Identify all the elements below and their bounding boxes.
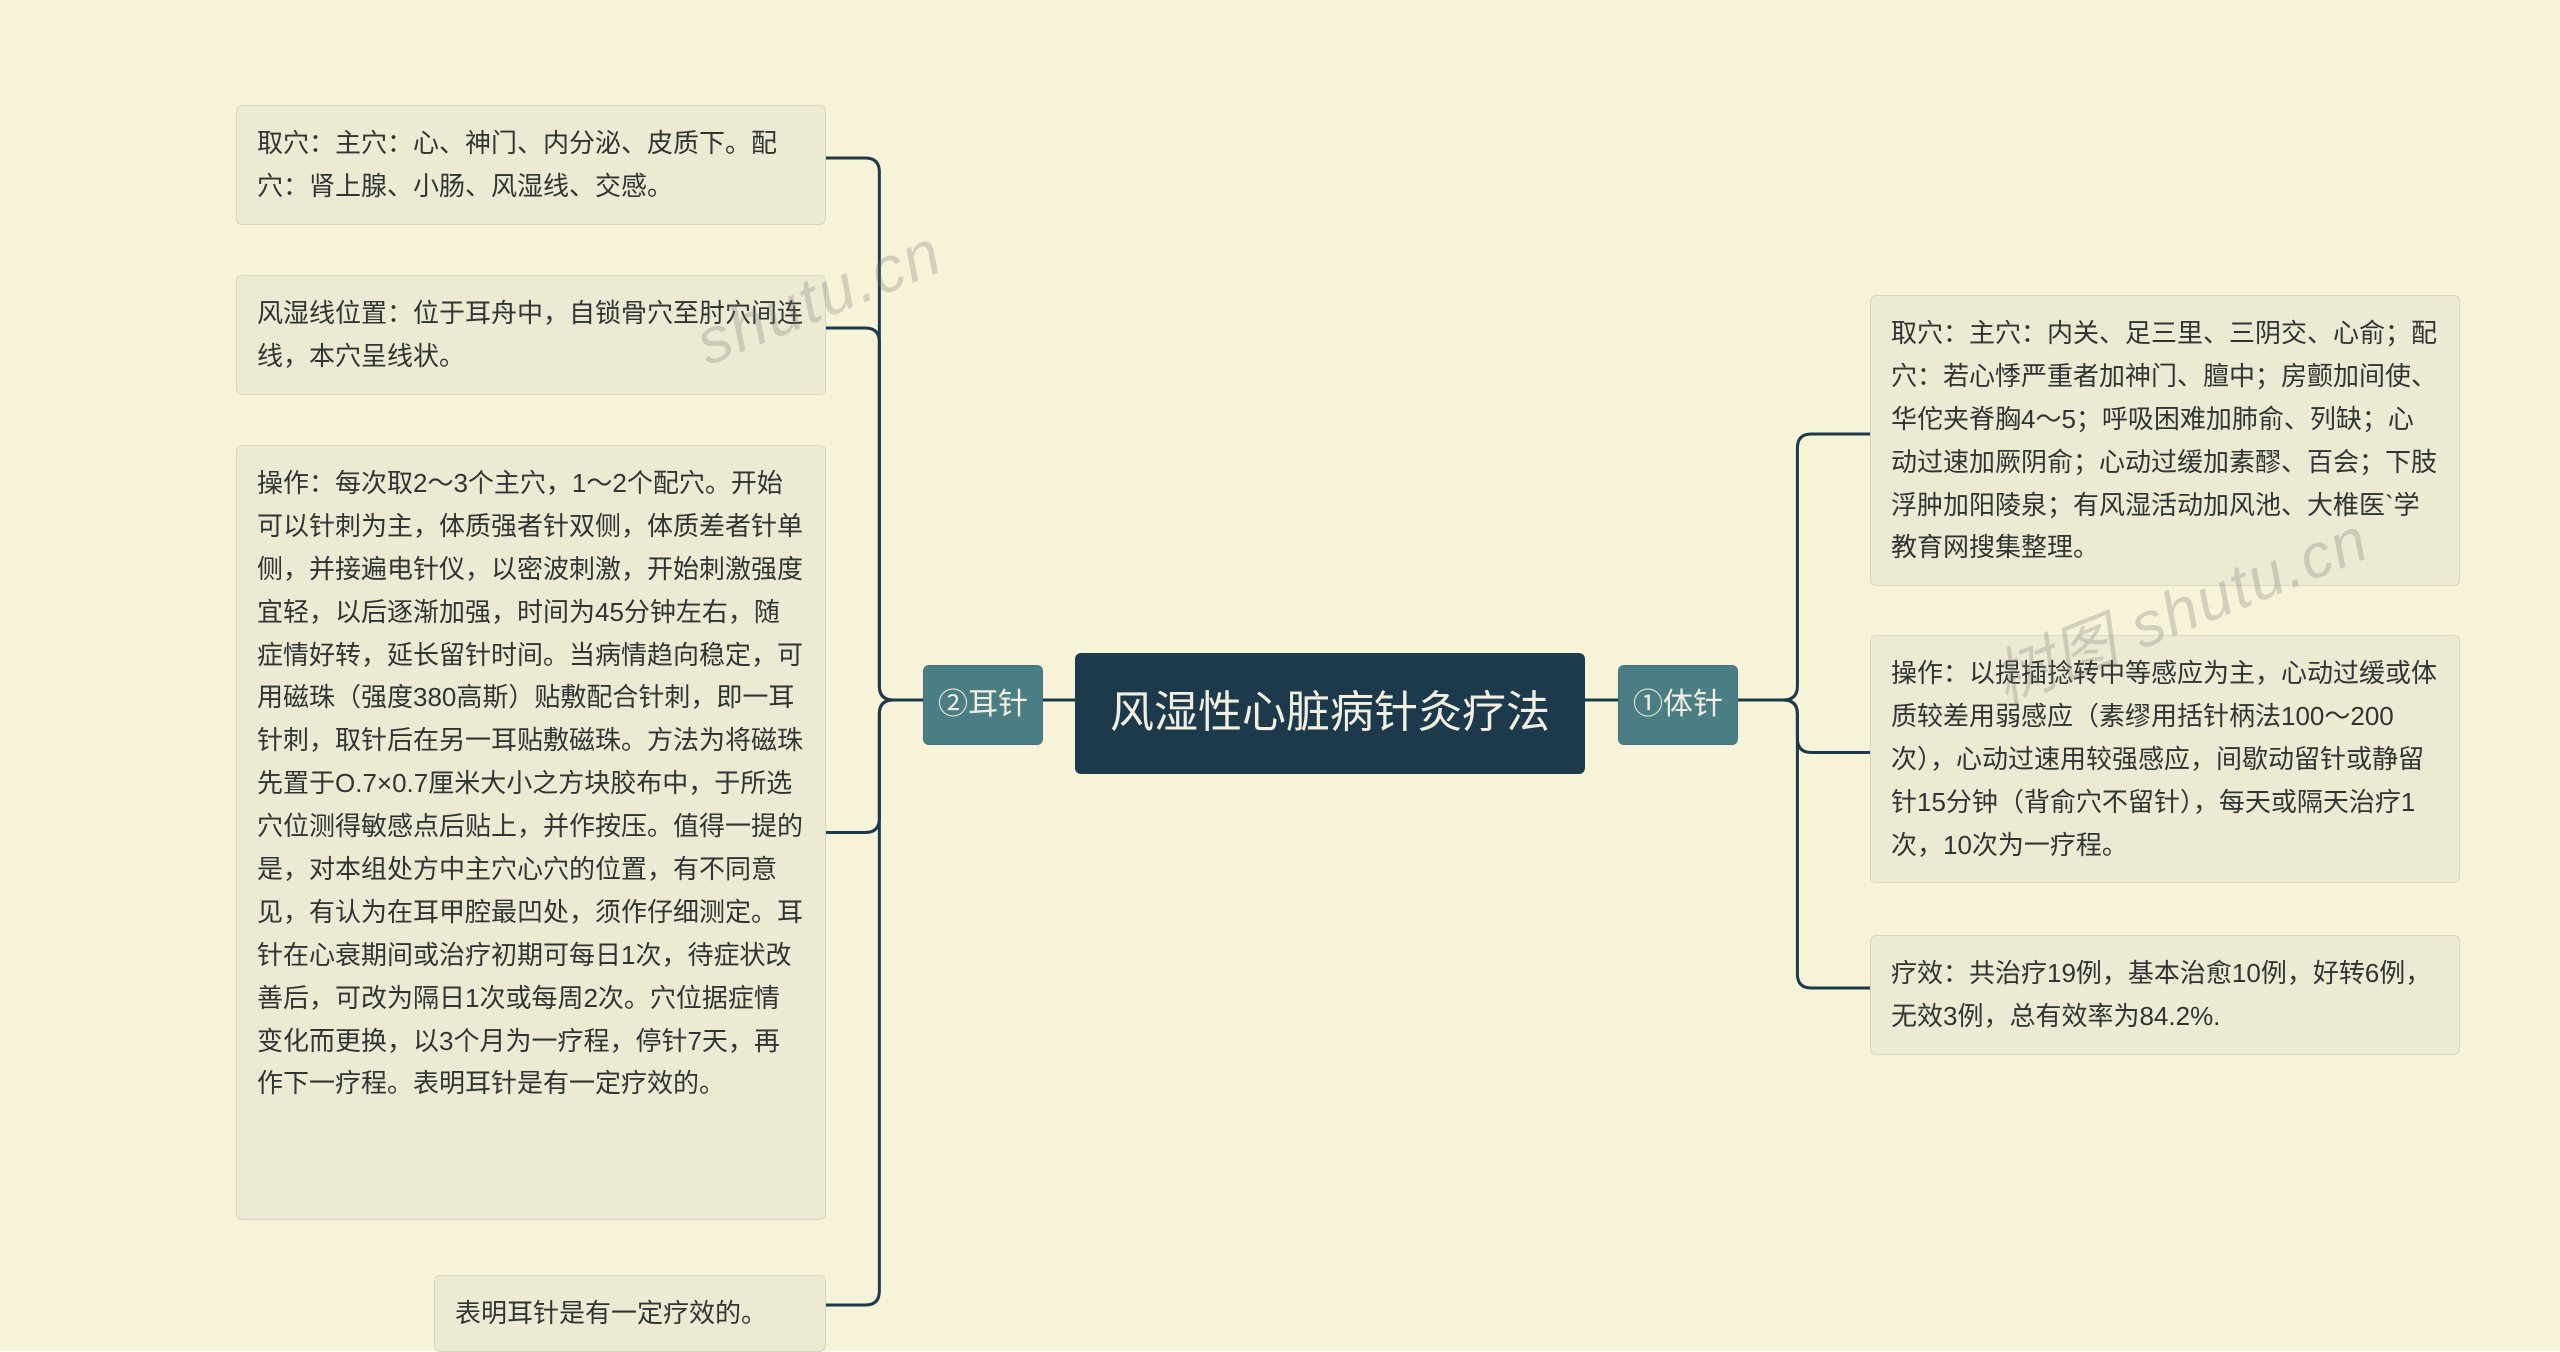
mindmap-canvas: 风湿性心脏病针灸疗法 ②耳针 ①体针 取穴：主穴：心、神门、内分泌、皮质下。配穴… — [0, 0, 2560, 1351]
right-leaf-0[interactable]: 取穴：主穴：内关、足三里、三阴交、心俞；配穴：若心悸严重者加神门、膻中；房颤加间… — [1870, 295, 2460, 586]
left-leaf-2[interactable]: 操作：每次取2～3个主穴，1～2个配穴。开始可以针刺为主，体质强者针双侧，体质差… — [236, 445, 826, 1220]
branch-left-node[interactable]: ②耳针 — [923, 665, 1043, 745]
right-leaf-2[interactable]: 疗效：共治疗19例，基本治愈10例，好转6例，无效3例，总有效率为84.2%. — [1870, 935, 2460, 1055]
left-leaf-0[interactable]: 取穴：主穴：心、神门、内分泌、皮质下。配穴：肾上腺、小肠、风湿线、交感。 — [236, 105, 826, 225]
left-leaf-3[interactable]: 表明耳针是有一定疗效的。 — [434, 1275, 826, 1352]
root-node[interactable]: 风湿性心脏病针灸疗法 — [1075, 653, 1585, 774]
left-leaf-1[interactable]: 风湿线位置：位于耳舟中，自锁骨穴至肘穴间连线，本穴呈线状。 — [236, 275, 826, 395]
branch-right-node[interactable]: ①体针 — [1618, 665, 1738, 745]
right-leaf-1[interactable]: 操作：以提插捻转中等感应为主，心动过缓或体质较差用弱感应（素缪用括针柄法100～… — [1870, 635, 2460, 883]
